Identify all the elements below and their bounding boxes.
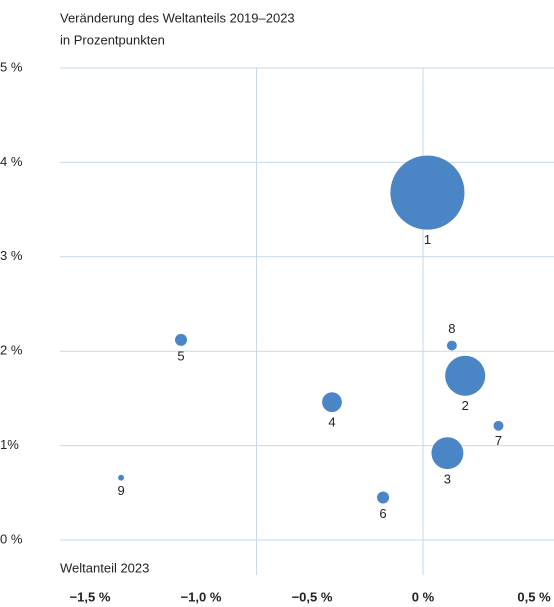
x-tick-label: 0,5 %: [517, 589, 551, 604]
point-label: 6: [379, 506, 386, 521]
bubble: [493, 420, 504, 431]
bubble: [118, 474, 125, 481]
point-label: 7: [495, 433, 502, 448]
x-tick-label: −0,5 %: [292, 589, 333, 604]
bubble: [174, 333, 188, 346]
chart-title: in Prozentpunkten: [60, 32, 165, 47]
x-tick-label: 0 %: [412, 589, 435, 604]
bubble: [390, 155, 465, 230]
y-tick-label: 3 %: [0, 248, 23, 263]
point-label: 2: [462, 398, 469, 413]
bubble: [322, 392, 342, 413]
bubble: [446, 340, 457, 351]
point-label: 9: [117, 483, 124, 498]
bubble: [445, 355, 486, 396]
chart-title: Veränderung des Weltanteils 2019–2023: [60, 10, 295, 25]
y-tick-label: 1%: [0, 437, 19, 452]
point-label: 1: [424, 232, 431, 247]
point-label: 4: [328, 415, 335, 430]
point-label: 8: [448, 321, 455, 336]
bubble: [377, 491, 390, 504]
y-tick-label: 0 %: [0, 531, 23, 546]
x-tick-label: −1,5 %: [70, 589, 111, 604]
x-tick-label: −1,0 %: [181, 589, 222, 604]
bubble: [431, 437, 464, 470]
y-tick-label: 5 %: [0, 59, 23, 74]
point-label: 5: [177, 348, 184, 363]
y-tick-label: 4 %: [0, 154, 23, 169]
x-axis-label: Weltanteil 2023: [60, 560, 149, 575]
point-label: 3: [444, 472, 451, 487]
y-tick-label: 2 %: [0, 343, 23, 358]
